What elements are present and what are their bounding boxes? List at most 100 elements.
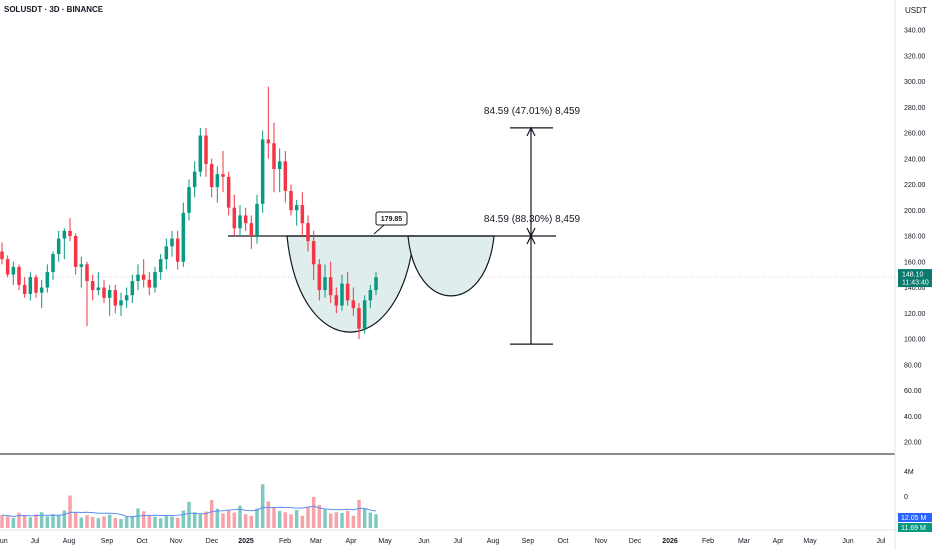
candle-body <box>51 254 55 273</box>
volume-bar <box>164 515 169 528</box>
volume-bar <box>107 514 112 528</box>
x-tick-label: May <box>378 538 392 545</box>
volume-bar <box>79 517 84 528</box>
x-tick-label: Sep <box>522 538 535 545</box>
candle-body <box>85 264 89 282</box>
x-tick-label: Mar <box>738 538 751 545</box>
volume-bar <box>362 508 367 528</box>
volume-bar <box>90 517 95 528</box>
volume-bar <box>39 512 44 528</box>
candle-body <box>34 277 38 293</box>
volume-bar <box>255 508 259 528</box>
volume-bar <box>243 514 248 528</box>
candle-body <box>317 264 322 291</box>
candle-body <box>113 290 118 306</box>
x-tick-label: Jul <box>454 538 463 545</box>
volume-bar <box>147 515 152 528</box>
volume-bar <box>119 519 123 528</box>
price-range-tool[interactable]: 84.59 (47.01%) 8,459 84.59 (88.30%) 8,459… <box>373 106 581 345</box>
y-tick-label: 100.00 <box>904 337 926 344</box>
x-tick-label: Sep <box>101 538 114 545</box>
price-badge-value: 148.10 <box>902 272 924 279</box>
candle-body <box>170 238 174 247</box>
volume-series <box>0 484 378 528</box>
y-tick-label: 120.00 <box>904 311 926 318</box>
y-tick-label: 40.00 <box>904 414 922 421</box>
candle-body <box>5 259 10 275</box>
volume-bar <box>45 516 50 528</box>
volume-bar <box>306 506 310 528</box>
volume-bar <box>340 513 344 528</box>
neckline-callout-pointer <box>373 224 385 235</box>
x-tick-label: Apr <box>773 538 785 545</box>
candle-body <box>192 171 197 188</box>
x-tick-label: Jun <box>418 538 429 545</box>
candle-body <box>124 295 129 301</box>
candle-body <box>17 266 21 285</box>
y-tick-label: 320.00 <box>904 53 926 60</box>
y-tick-label: 160.00 <box>904 259 926 266</box>
cup-shape <box>286 235 415 333</box>
candle-body <box>45 272 50 288</box>
candle-body <box>289 190 293 211</box>
candle-body <box>357 308 361 329</box>
handle-shape <box>407 235 495 297</box>
candle-body <box>374 277 378 291</box>
x-tick-label: Feb <box>702 538 714 545</box>
candle-body <box>238 215 242 229</box>
candle-body <box>226 176 231 208</box>
volume-bar <box>266 501 271 528</box>
candle-body <box>362 300 367 329</box>
volume-bar <box>272 508 276 528</box>
x-tick-label: Aug <box>487 538 500 545</box>
candle-body <box>90 281 95 291</box>
x-tick-label: Mar <box>310 538 323 545</box>
y-tick-label: 220.00 <box>904 182 926 189</box>
y-tick-label: 280.00 <box>904 105 926 112</box>
volume-badge-a-value: 12.05 M <box>901 515 926 522</box>
target-label: 84.59 (47.01%) 8,459 <box>484 106 581 117</box>
x-tick-label: Dec <box>629 538 642 545</box>
volume-bar <box>130 515 135 528</box>
candle-body <box>136 274 140 282</box>
volume-bar <box>153 516 157 528</box>
y-tick-label: 180.00 <box>904 234 926 241</box>
candle-body <box>107 290 112 298</box>
y-tick-label: 240.00 <box>904 156 926 163</box>
volume-bar <box>51 514 55 528</box>
volume-bar <box>300 515 305 528</box>
volume-bar <box>22 515 27 528</box>
volume-bar <box>345 510 350 528</box>
volume-bar <box>289 514 293 528</box>
volume-bar <box>328 513 333 528</box>
volume-bar <box>283 512 288 528</box>
candle-body <box>249 223 254 236</box>
candle-body <box>175 238 180 262</box>
candle-body <box>11 266 16 275</box>
volume-bar <box>334 512 339 528</box>
candle-body <box>221 174 225 177</box>
volume-bar <box>226 510 231 528</box>
volume-bar <box>187 501 191 528</box>
volume-bar <box>323 509 327 528</box>
volume-bar <box>85 515 89 528</box>
x-tick-label: Jun <box>842 538 853 545</box>
volume-tick-label: 0 <box>904 494 908 501</box>
volume-badge-a <box>898 513 932 522</box>
candle-body <box>277 161 282 170</box>
candle-body <box>158 259 163 273</box>
candle-body <box>147 279 152 288</box>
cup-handle-drawing[interactable] <box>228 235 556 333</box>
volume-bar <box>68 495 72 528</box>
candle-body <box>345 283 350 301</box>
candle-body <box>351 300 356 309</box>
arrow-head-mid-down <box>526 227 536 238</box>
x-tick-label: Nov <box>595 538 608 545</box>
x-tick-label: Jul <box>31 538 40 545</box>
volume-bar <box>238 505 242 528</box>
currency-label: USDT <box>905 6 927 15</box>
chart-title: SOLUSDT · 3D · BINANCE <box>4 5 104 14</box>
volume-bar <box>351 515 356 528</box>
